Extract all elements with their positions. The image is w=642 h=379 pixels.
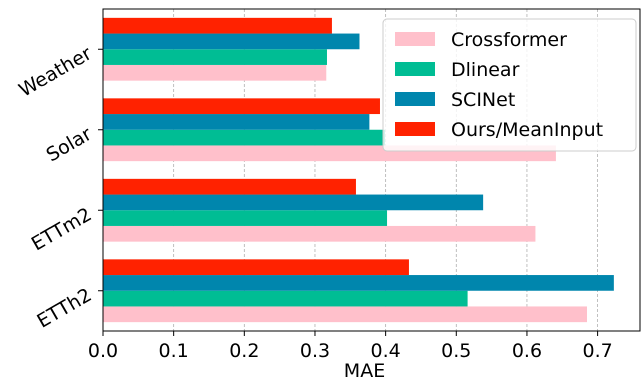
bar-dlinear-weather — [103, 49, 327, 65]
bar-dlinear-ettm2 — [103, 210, 388, 226]
x-tick-label: 0.2 — [229, 340, 259, 362]
y-axis-ticks: ETTh2 ETTm2 Solar Weather — [15, 42, 103, 333]
bar-ours-meaninput-weather — [103, 17, 332, 34]
x-tick-label: 0.5 — [441, 340, 471, 362]
bar-scinet-etth2 — [103, 275, 614, 291]
bar-dlinear-etth2 — [103, 290, 468, 307]
y-tick-label: ETTm2 — [28, 204, 96, 256]
bar-scinet-weather — [103, 33, 360, 50]
legend-label: Dlinear — [451, 59, 520, 81]
x-tick-label: 0.7 — [582, 340, 612, 362]
x-tick-label: 0.3 — [300, 340, 330, 362]
legend-swatch — [395, 32, 435, 46]
x-tick-label: 0.1 — [159, 340, 189, 362]
x-tick-label: 0.0 — [88, 340, 118, 362]
legend-swatch — [395, 122, 435, 136]
legend-label: SCINet — [451, 89, 515, 111]
x-tick-label: 0.4 — [371, 340, 401, 362]
legend: Crossformer Dlinear SCINet Ours/MeanInput — [382, 18, 637, 152]
legend-box — [382, 18, 637, 152]
bar-crossformer-etth2 — [103, 306, 588, 323]
bar-crossformer-ettm2 — [103, 225, 536, 242]
legend-swatch — [395, 62, 435, 76]
bar-ours-meaninput-ettm2 — [103, 178, 356, 195]
y-tick-label: ETTh2 — [33, 284, 95, 333]
bars — [103, 17, 614, 323]
bar-crossformer-weather — [103, 64, 327, 81]
bar-ours-meaninput-etth2 — [103, 259, 409, 276]
bar-dlinear-solar — [103, 129, 385, 146]
legend-swatch — [395, 92, 435, 106]
plot-frame — [102, 8, 641, 332]
x-tick-label: 0.6 — [512, 340, 542, 362]
legend-label: Ours/MeanInput — [451, 119, 603, 141]
bar-scinet-solar — [103, 114, 370, 130]
y-tick-label: Weather — [15, 42, 95, 101]
x-axis-ticks: 0.0 0.1 0.2 0.3 0.4 0.5 0.6 0.7 — [88, 331, 613, 362]
x-axis-title: MAE — [344, 360, 385, 379]
y-tick-label: Solar — [43, 123, 96, 166]
legend-label: Crossformer — [451, 29, 567, 51]
bar-ours-meaninput-solar — [103, 98, 380, 115]
bar-scinet-ettm2 — [103, 194, 484, 211]
